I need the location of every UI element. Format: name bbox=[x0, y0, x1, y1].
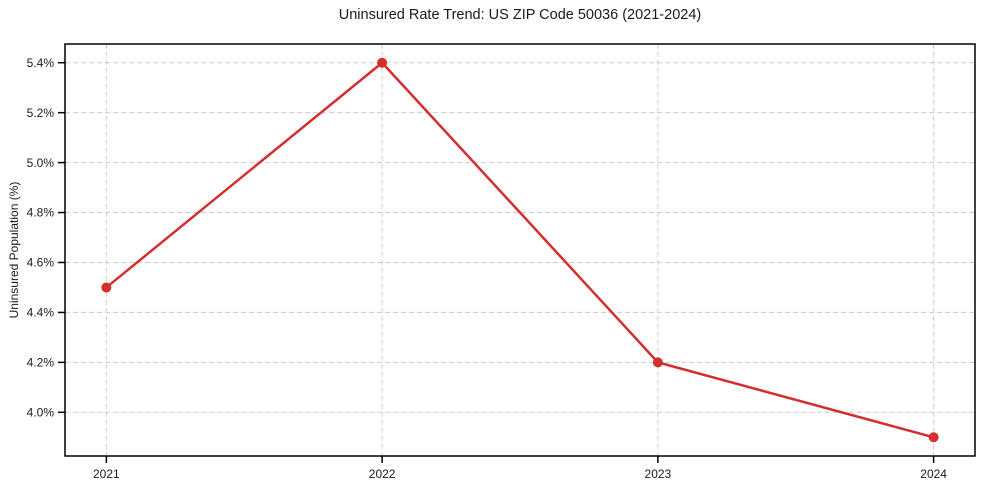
x-tick-label: 2022 bbox=[369, 467, 396, 481]
plot-border bbox=[64, 43, 976, 457]
x-tick-label: 2024 bbox=[920, 467, 947, 481]
x-tick-label: 2023 bbox=[645, 467, 672, 481]
y-tick-label: 4.4% bbox=[27, 306, 55, 320]
y-tick-label: 4.8% bbox=[27, 206, 55, 220]
data-point bbox=[928, 432, 939, 443]
y-tick-label: 5.4% bbox=[27, 56, 55, 70]
x-tick-label: 2021 bbox=[93, 467, 120, 481]
y-tick-label: 4.0% bbox=[27, 406, 55, 420]
chart-title: Uninsured Rate Trend: US ZIP Code 50036 … bbox=[338, 7, 702, 23]
y-tick-label: 4.2% bbox=[27, 356, 55, 370]
y-tick-label: 4.6% bbox=[27, 256, 55, 270]
y-axis-label: Uninsured Population (%) bbox=[7, 181, 21, 319]
data-point bbox=[101, 282, 112, 293]
data-point bbox=[377, 57, 388, 68]
y-tick-label: 5.2% bbox=[27, 106, 55, 120]
data-point bbox=[652, 357, 663, 368]
y-tick-label: 5.0% bbox=[27, 156, 55, 170]
trend-line bbox=[105, 61, 935, 439]
